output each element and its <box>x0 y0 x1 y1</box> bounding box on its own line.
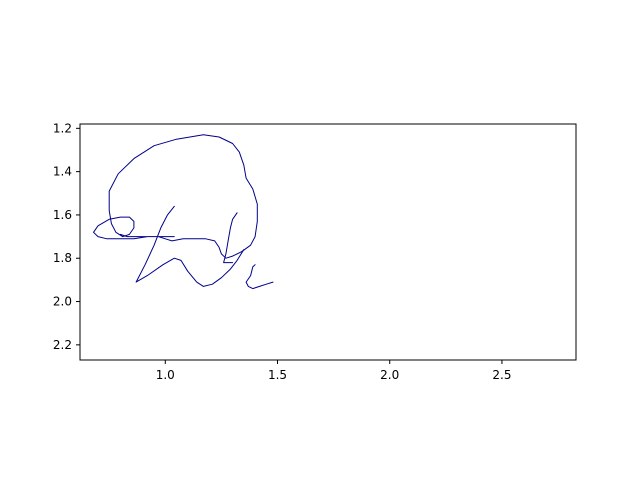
y-tick-label: 1.8 <box>53 251 72 265</box>
signature-stroke-3 <box>223 212 238 264</box>
y-tick-label: 2.0 <box>53 295 72 309</box>
y-tick-label: 1.2 <box>53 121 72 135</box>
x-tick-label: 2.5 <box>492 368 511 382</box>
axis-ticks: 1.0 1.5 2.0 2.5 1.2 1.4 1.6 1.8 2.0 2.2 <box>53 121 512 382</box>
signature-stroke-1 <box>135 205 245 287</box>
signature-strokes <box>93 134 274 290</box>
x-tick-label: 1.5 <box>268 368 287 382</box>
plot-frame <box>79 123 577 361</box>
x-tick-label: 1.0 <box>156 368 175 382</box>
y-tick-label: 1.6 <box>53 208 72 222</box>
signature-stroke-4 <box>245 264 274 290</box>
y-tick-label: 2.2 <box>53 338 72 352</box>
y-tick-label: 1.4 <box>53 165 72 179</box>
x-tick-label: 2.0 <box>380 368 399 382</box>
signature-stroke-2 <box>93 134 258 259</box>
